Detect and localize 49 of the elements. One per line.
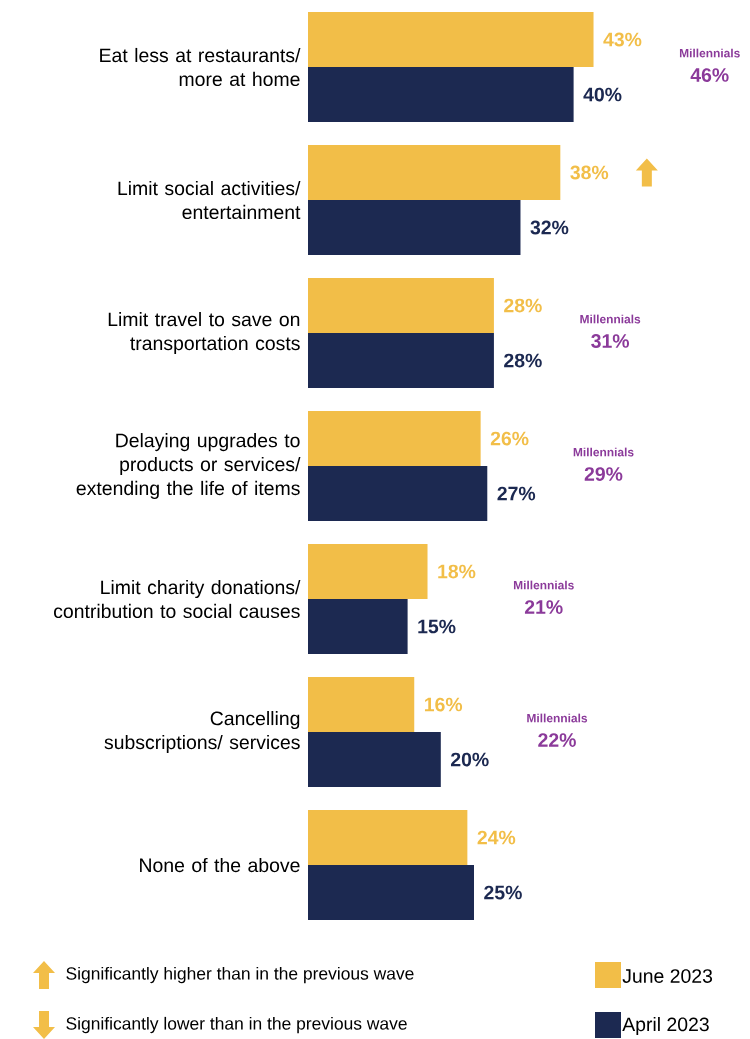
y-tick-label: Cancelling subscriptions/ services xyxy=(104,711,300,754)
data-label: 32% xyxy=(530,220,569,235)
bar xyxy=(308,12,594,68)
data-label: 16% xyxy=(424,697,463,712)
data-label: 26% xyxy=(490,431,529,446)
bar xyxy=(308,466,488,522)
text: 46% xyxy=(690,68,729,82)
text: Significantly lower than in the previous wave xyxy=(66,1016,407,1034)
bar xyxy=(308,599,408,655)
annotation: 22% xyxy=(538,733,576,747)
y-tick-label: Limit charity donations/ contribution to social causes xyxy=(54,579,301,619)
y-tick-label: Delaying upgrades to products or services/ extending the life of items xyxy=(76,433,301,499)
data-label: 38% xyxy=(570,165,609,180)
annotation: Millennials xyxy=(513,580,574,590)
text: Millennials xyxy=(679,48,740,58)
data-label: 40% xyxy=(583,87,622,102)
data-label: 25% xyxy=(484,885,522,900)
annotation: 21% xyxy=(524,600,563,614)
legend-label: June 2023 xyxy=(622,969,713,983)
bar xyxy=(308,278,494,334)
data-label: 20% xyxy=(450,752,489,767)
bar xyxy=(308,145,561,201)
annotation: 29% xyxy=(584,467,623,481)
bar xyxy=(308,544,428,600)
annotation: Millennials xyxy=(580,314,641,324)
text: Significantly higher than in the previous wave xyxy=(66,966,414,984)
data-label: 18% xyxy=(438,564,476,579)
data-label: 24% xyxy=(477,830,516,845)
data-label: 28% xyxy=(504,353,542,368)
data-label: 27% xyxy=(497,486,536,501)
bar xyxy=(308,333,494,389)
annotation: Millennials xyxy=(527,713,588,723)
data-label: 43% xyxy=(603,32,642,47)
bar xyxy=(308,411,481,467)
bar xyxy=(308,677,415,733)
legend-label: April 2023 xyxy=(622,1016,709,1036)
y-tick-label: Limit travel to save on transportation costs xyxy=(108,312,300,355)
annotation: 31% xyxy=(591,334,630,348)
y-tick-label: Limit social activities/ entertainment xyxy=(118,180,301,220)
bar xyxy=(308,865,474,921)
bar xyxy=(308,810,468,866)
bar xyxy=(308,732,441,788)
data-label: 28% xyxy=(504,298,542,313)
bar xyxy=(308,200,521,256)
y-tick-label: Eat less at restaurants/ more at home xyxy=(100,47,301,87)
annotation: Millennials xyxy=(573,447,634,457)
bar xyxy=(308,67,574,123)
data-label: 15% xyxy=(418,619,456,634)
y-tick-label: None of the above xyxy=(140,857,300,873)
